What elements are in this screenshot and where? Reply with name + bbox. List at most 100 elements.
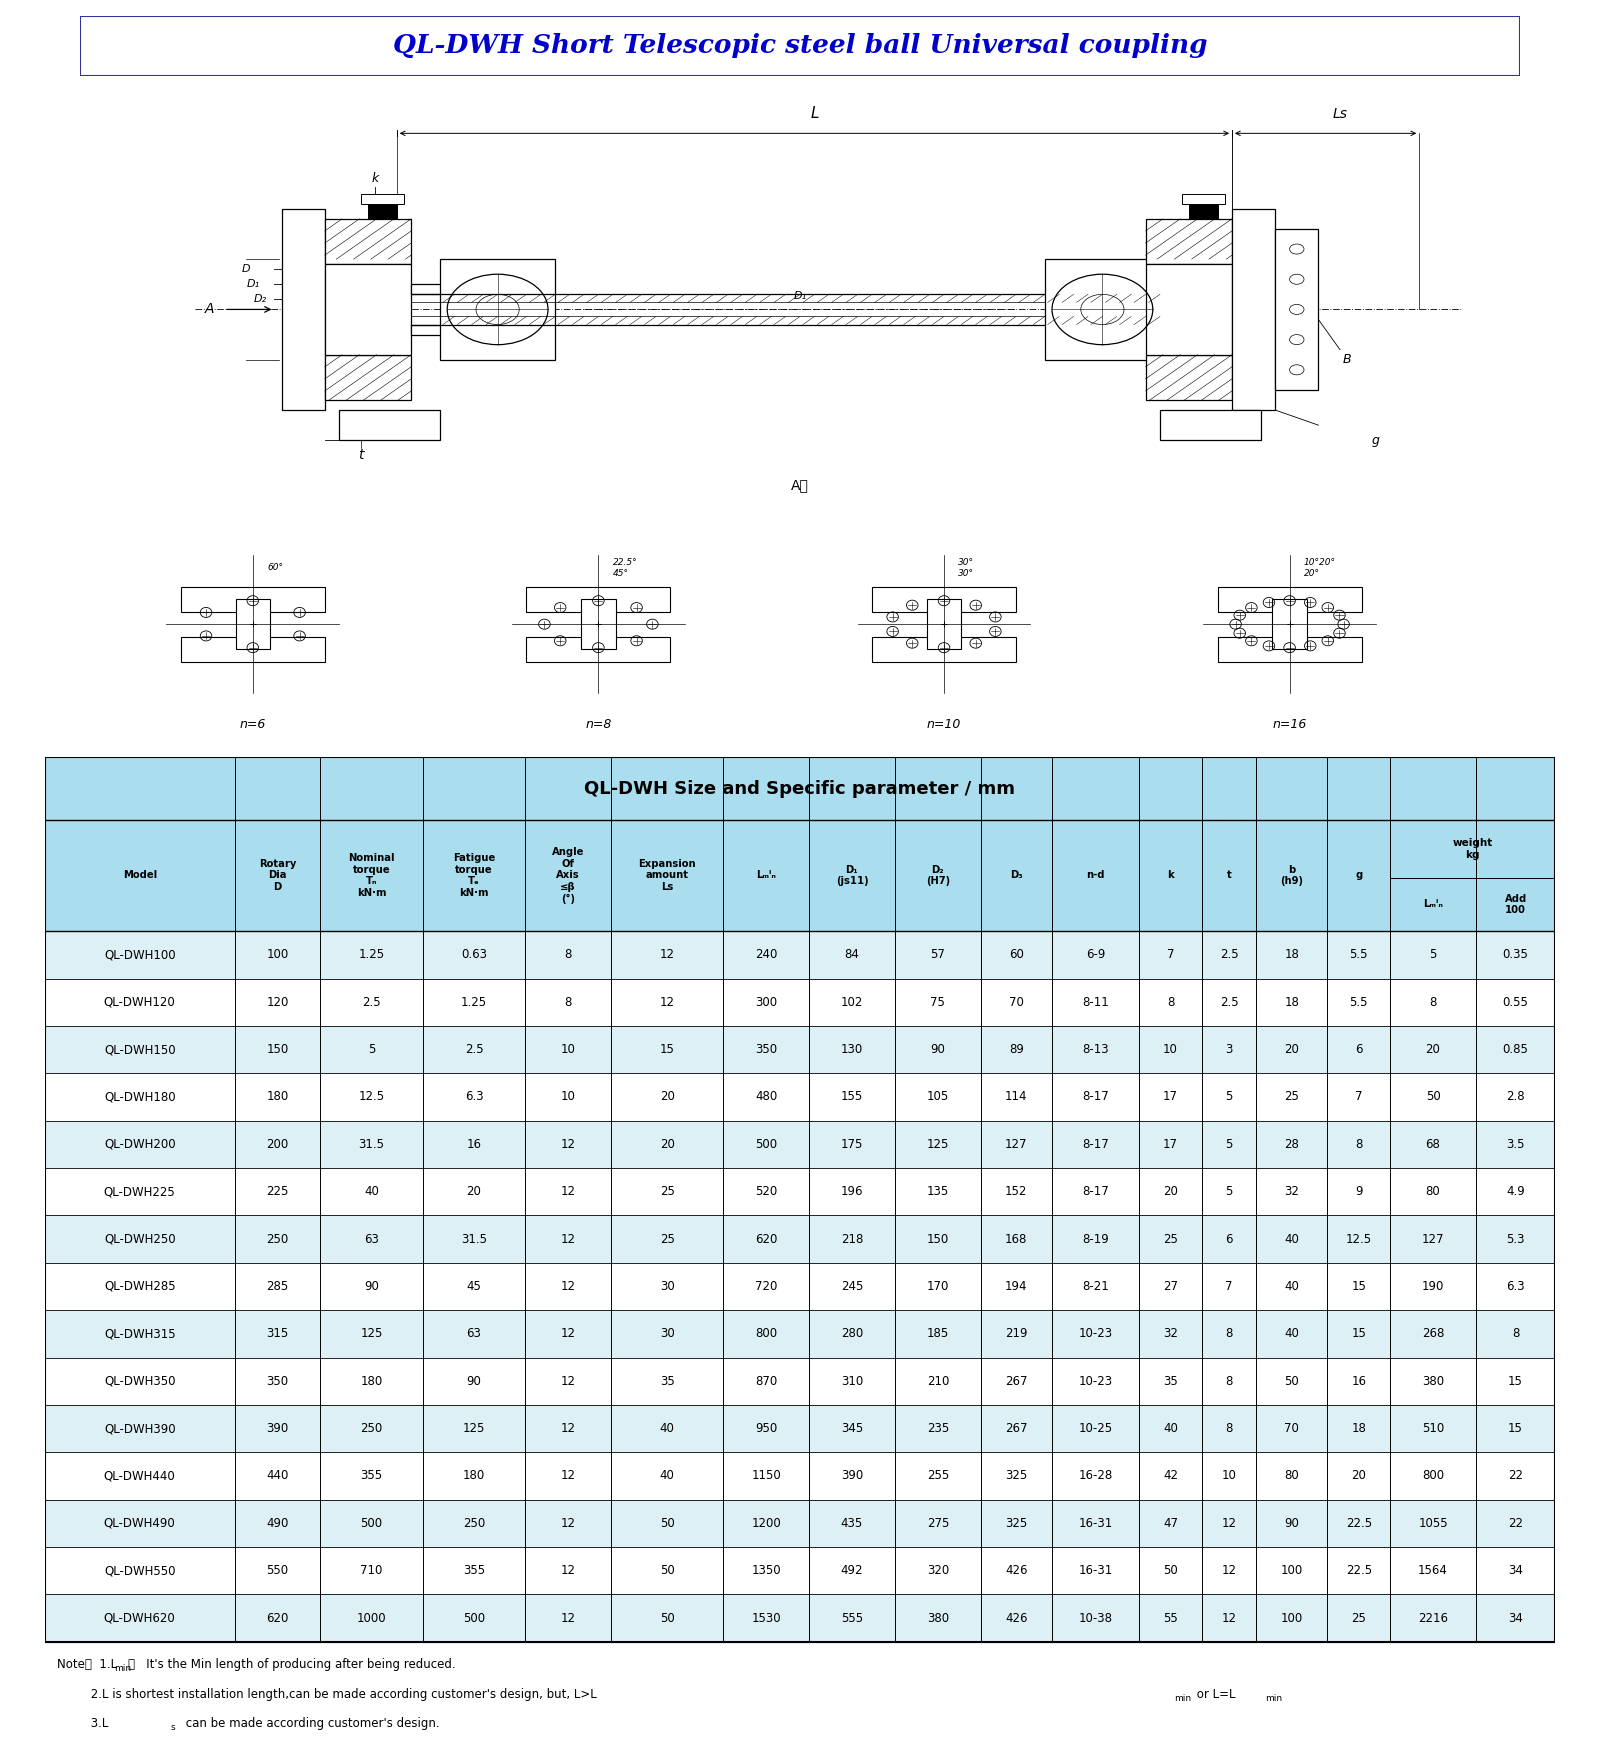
Text: 50: 50 (659, 1516, 675, 1530)
Text: 8-17: 8-17 (1082, 1138, 1109, 1152)
Text: 490: 490 (266, 1516, 288, 1530)
Text: 8: 8 (565, 949, 571, 962)
Text: 5: 5 (1226, 1185, 1234, 1197)
Bar (45, 1453, 1555, 1500)
Text: 1.25: 1.25 (461, 995, 486, 1009)
Text: D₂
(H7): D₂ (H7) (926, 865, 950, 886)
Text: 89: 89 (1010, 1043, 1024, 1057)
Text: or L=L: or L=L (1192, 1687, 1235, 1701)
Text: 500: 500 (755, 1138, 778, 1152)
Bar (1160, 410, 1261, 440)
Text: 870: 870 (755, 1375, 778, 1388)
Text: 20: 20 (659, 1090, 675, 1104)
Text: 320: 320 (926, 1564, 949, 1578)
Text: 390: 390 (267, 1423, 288, 1435)
Text: 5.3: 5.3 (1506, 1233, 1525, 1245)
Bar (45, 1594, 1555, 1641)
Text: 1564: 1564 (1418, 1564, 1448, 1578)
Bar (45, 1405, 1555, 1453)
Text: 12: 12 (659, 949, 675, 962)
Text: 355: 355 (360, 1469, 382, 1483)
Text: 125: 125 (462, 1423, 485, 1435)
Text: 218: 218 (842, 1233, 862, 1245)
Text: 40: 40 (659, 1469, 675, 1483)
Text: 2.5: 2.5 (464, 1043, 483, 1057)
Bar (45, 979, 1555, 1027)
Text: 950: 950 (755, 1423, 778, 1435)
Text: 152: 152 (1005, 1185, 1027, 1197)
Text: 5: 5 (1226, 1138, 1234, 1152)
Text: 57: 57 (930, 949, 946, 962)
Bar (440, 317, 1160, 324)
Text: QL-DWH Size and Specific parameter / mm: QL-DWH Size and Specific parameter / mm (584, 780, 1016, 798)
Text: 1150: 1150 (752, 1469, 781, 1483)
Text: 100: 100 (267, 949, 288, 962)
Text: 22: 22 (1509, 1516, 1523, 1530)
Text: 310: 310 (842, 1375, 862, 1388)
Text: 50: 50 (1426, 1090, 1440, 1104)
Text: 720: 720 (755, 1280, 778, 1293)
Text: 70: 70 (1010, 995, 1024, 1009)
Text: 75: 75 (930, 995, 946, 1009)
Text: 12: 12 (560, 1516, 576, 1530)
Text: 90: 90 (467, 1375, 482, 1388)
Text: k: k (371, 173, 379, 185)
Text: 8-21: 8-21 (1082, 1280, 1109, 1293)
Text: 84: 84 (845, 949, 859, 962)
Text: 3: 3 (1226, 1043, 1234, 1057)
Text: 8-13: 8-13 (1082, 1043, 1109, 1057)
Bar (872, 586, 1016, 611)
Text: L: L (810, 106, 819, 122)
Text: 8: 8 (1226, 1328, 1234, 1340)
Text: 8: 8 (1166, 995, 1174, 1009)
Text: 235: 235 (926, 1423, 949, 1435)
Text: 5: 5 (1226, 1090, 1234, 1104)
Text: 175: 175 (842, 1138, 862, 1152)
Text: 15: 15 (1509, 1375, 1523, 1388)
Text: 345: 345 (842, 1423, 862, 1435)
Text: 15: 15 (1352, 1328, 1366, 1340)
Text: 10°20°
20°: 10°20° 20° (1304, 558, 1336, 578)
Bar (1146, 218, 1232, 264)
Text: 520: 520 (755, 1185, 778, 1197)
Text: 350: 350 (755, 1043, 778, 1057)
Text: 325: 325 (1005, 1469, 1027, 1483)
Text: 168: 168 (1005, 1233, 1027, 1245)
Text: 40: 40 (1285, 1233, 1299, 1245)
Text: Ls: Ls (1333, 107, 1347, 122)
Text: Rotary
Dia
D: Rotary Dia D (259, 859, 296, 893)
Text: 380: 380 (1422, 1375, 1445, 1388)
Bar (325, 218, 411, 259)
Text: 12: 12 (659, 995, 675, 1009)
Text: 8: 8 (565, 995, 571, 1009)
Text: QL-DWH315: QL-DWH315 (104, 1328, 176, 1340)
Bar (1232, 210, 1275, 410)
Text: 50: 50 (659, 1611, 675, 1625)
Text: 63: 63 (365, 1233, 379, 1245)
Bar (1045, 259, 1160, 359)
Text: 80: 80 (1285, 1469, 1299, 1483)
Text: 10-38: 10-38 (1078, 1611, 1112, 1625)
Text: 27: 27 (1163, 1280, 1178, 1293)
Text: 12: 12 (1222, 1611, 1237, 1625)
Bar (282, 210, 325, 410)
Text: 90: 90 (1285, 1516, 1299, 1530)
Bar (45, 1263, 1555, 1310)
Bar (45, 1310, 1555, 1358)
Text: 155: 155 (842, 1090, 862, 1104)
Text: min: min (1174, 1694, 1192, 1703)
Text: 267: 267 (1005, 1375, 1027, 1388)
Text: 40: 40 (1285, 1280, 1299, 1293)
Bar (368, 204, 397, 218)
Text: 3.L: 3.L (58, 1717, 109, 1729)
Text: 16-31: 16-31 (1078, 1564, 1112, 1578)
Text: 10-23: 10-23 (1078, 1328, 1112, 1340)
Text: 210: 210 (926, 1375, 949, 1388)
Text: 32: 32 (1163, 1328, 1178, 1340)
Text: 380: 380 (926, 1611, 949, 1625)
Text: 555: 555 (842, 1611, 862, 1625)
Bar (325, 354, 411, 400)
Text: QL-DWH390: QL-DWH390 (104, 1423, 176, 1435)
Text: 40: 40 (365, 1185, 379, 1197)
Bar (325, 218, 411, 264)
